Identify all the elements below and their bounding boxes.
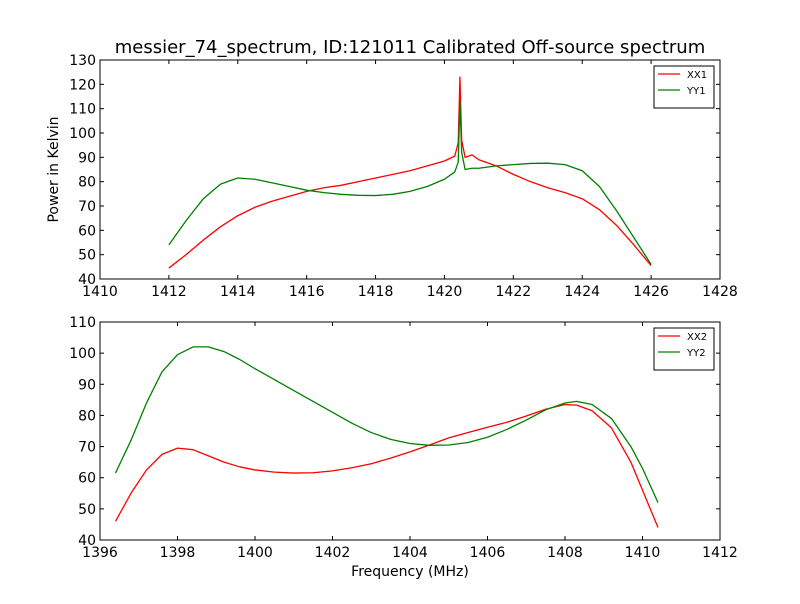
p0-series-line-yy1: [168, 100, 652, 265]
p0-x-tick-label: 1416: [289, 284, 325, 300]
p1-x-tick-label: 1400: [237, 545, 273, 561]
p0-x-tick-label: 1414: [220, 284, 256, 300]
p1-x-tick-label: 1406: [470, 545, 506, 561]
p1-x-tick-label: 1402: [315, 545, 351, 561]
p0-x-tick-label: 1424: [564, 284, 600, 300]
p1-y-tick-label: 80: [78, 408, 96, 424]
p0-y-axis-label: Power in Kelvin: [46, 116, 62, 222]
p0-x-tick-label: 1418: [358, 284, 394, 300]
p0-x-tick-label: 1422: [496, 284, 532, 300]
p0-y-tick-label: 50: [78, 248, 96, 264]
p0-x-tick-label: 1412: [151, 284, 187, 300]
p1-series-line-xx2: [114, 403, 659, 528]
p1-x-tick-label: 1396: [82, 545, 118, 561]
p0-y-tick-label: 80: [78, 175, 96, 191]
p0-y-tick-label: 110: [69, 102, 96, 118]
p1-legend-box: [653, 327, 715, 371]
p1-y-tick-label: 40: [78, 533, 96, 549]
p0-legend-box: [653, 65, 715, 109]
p0-y-tick-label: 60: [78, 223, 96, 239]
p0-y-tick-label: 40: [78, 272, 96, 288]
p0-x-tick-label: 1428: [702, 284, 738, 300]
p1-y-tick-label: 110: [69, 315, 96, 331]
p1-x-tick-label: 1398: [160, 545, 196, 561]
p1-x-tick-label: 1412: [702, 545, 738, 561]
p1-series-line-yy2: [114, 346, 659, 503]
p0-y-tick-label: 130: [69, 53, 96, 69]
p0-y-tick-label: 120: [69, 77, 96, 93]
p1-y-tick-label: 60: [78, 471, 96, 487]
p1-y-tick-label: 100: [69, 346, 96, 362]
p0-legend-label-xx1: XX1: [687, 70, 707, 81]
p1-x-tick-label: 1408: [547, 545, 583, 561]
p1-legend-label-yy2: YY2: [686, 348, 706, 359]
p0-x-tick-label: 1426: [633, 284, 669, 300]
p0-axes-frame: [99, 59, 721, 280]
p0-y-tick-label: 100: [69, 126, 96, 142]
p1-y-tick-label: 90: [78, 377, 96, 393]
p1-axes-frame: [99, 321, 721, 541]
p1-x-tick-label: 1404: [392, 545, 428, 561]
p1-legend-label-xx2: XX2: [687, 332, 707, 343]
p0-legend-label-yy1: YY1: [686, 86, 706, 97]
p1-x-axis-label: Frequency (MHz): [351, 564, 469, 580]
p0-series-line-xx1: [168, 76, 652, 269]
p0-x-tick-label: 1410: [82, 284, 118, 300]
chart-title: messier_74_spectrum, ID:121011 Calibrate…: [115, 37, 706, 58]
p1-y-tick-label: 70: [78, 440, 96, 456]
bottom-panel: 1396 1398 1400 1402 1404 1406 1408 1410 1412 40 50…: [69, 315, 738, 580]
p1-y-tick-label: 50: [78, 502, 96, 518]
p0-y-tick-label: 90: [78, 150, 96, 166]
p0-x-tick-label: 1420: [427, 284, 463, 300]
p1-x-tick-label: 1410: [625, 545, 661, 561]
p0-y-tick-label: 70: [78, 199, 96, 215]
top-panel: 1410 1412 1414 1416 1418 1420 1422 1424 1426 1428…: [46, 53, 738, 300]
